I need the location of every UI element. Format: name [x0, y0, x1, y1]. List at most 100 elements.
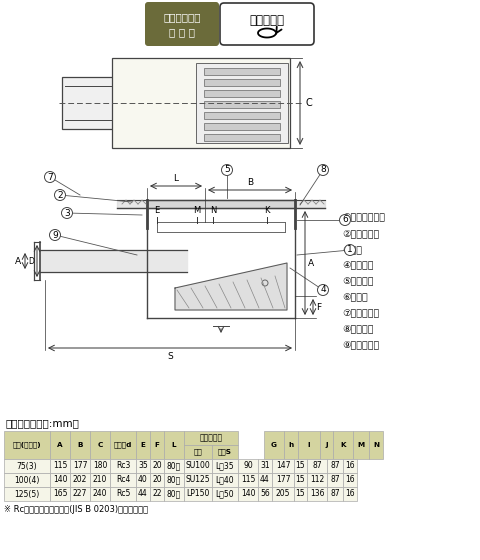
Bar	[70, 459, 90, 473]
Text: 15: 15	[296, 475, 305, 484]
Text: 140: 140	[241, 489, 255, 498]
Bar	[90, 459, 110, 473]
Bar	[238, 473, 258, 487]
Bar	[204, 112, 280, 119]
Text: F: F	[316, 302, 321, 311]
Bar	[4, 487, 50, 501]
Bar	[184, 445, 212, 459]
Text: ねじ径d: ねじ径d	[114, 442, 132, 449]
Text: 100(4): 100(4)	[14, 475, 40, 484]
Text: L: L	[173, 174, 179, 183]
Text: 87: 87	[312, 461, 322, 470]
Text: 3: 3	[64, 208, 70, 217]
Text: 長さS: 長さS	[218, 449, 232, 455]
Bar	[150, 487, 164, 501]
Text: 87: 87	[330, 489, 340, 498]
Bar	[4, 459, 50, 473]
Bar	[204, 101, 280, 108]
Text: 防 水 用: 防 水 用	[169, 27, 195, 37]
Text: 147: 147	[276, 461, 290, 470]
Text: 5: 5	[224, 166, 230, 175]
Text: A: A	[308, 259, 314, 268]
Text: 16: 16	[345, 489, 355, 498]
Text: L: L	[172, 442, 176, 448]
Text: J: J	[325, 442, 328, 448]
Text: 16: 16	[345, 461, 355, 470]
Text: h: h	[288, 442, 294, 448]
Bar	[70, 431, 90, 459]
Text: D: D	[28, 256, 34, 265]
Text: 呼称(インチ): 呼称(インチ)	[12, 442, 41, 449]
Text: 40: 40	[138, 475, 148, 484]
Bar	[258, 487, 272, 501]
Bar	[343, 459, 357, 473]
Text: 規格: 規格	[193, 449, 203, 455]
Bar	[50, 473, 70, 487]
Circle shape	[339, 214, 350, 226]
Text: ⑥ボルト: ⑥ボルト	[342, 293, 368, 302]
Text: ⑤ホルダー: ⑤ホルダー	[342, 278, 373, 287]
Text: 20: 20	[152, 461, 162, 470]
Bar	[238, 487, 258, 501]
Bar	[264, 431, 284, 459]
Bar	[369, 431, 383, 459]
Bar	[307, 459, 327, 473]
Text: 202: 202	[73, 475, 87, 484]
Text: 112: 112	[310, 475, 324, 484]
Bar	[343, 487, 357, 501]
Bar	[272, 473, 294, 487]
Text: 15: 15	[296, 489, 305, 498]
Bar	[204, 90, 280, 97]
Bar	[50, 487, 70, 501]
Bar	[110, 431, 136, 459]
Text: 180: 180	[93, 461, 107, 470]
Text: 165: 165	[53, 489, 67, 498]
Text: K: K	[264, 206, 270, 215]
Text: 9: 9	[52, 231, 58, 240]
Circle shape	[221, 165, 232, 175]
Text: SU100: SU100	[186, 461, 210, 470]
Text: 56: 56	[260, 489, 270, 498]
Text: F: F	[155, 442, 159, 448]
Text: G: G	[271, 442, 277, 448]
Bar	[327, 473, 343, 487]
Bar	[90, 431, 110, 459]
Text: C: C	[305, 98, 312, 108]
Bar	[184, 487, 212, 501]
Bar	[204, 79, 280, 86]
Bar	[294, 473, 307, 487]
Circle shape	[61, 208, 72, 218]
Text: K: K	[340, 442, 346, 448]
Bar	[307, 473, 327, 487]
Bar	[150, 473, 164, 487]
Text: Rc3: Rc3	[116, 461, 130, 470]
Bar	[238, 459, 258, 473]
Circle shape	[49, 230, 60, 240]
Text: 22: 22	[152, 489, 162, 498]
Bar	[164, 487, 184, 501]
Text: LP150: LP150	[186, 489, 210, 498]
Text: L－35: L－35	[216, 461, 234, 470]
Text: N: N	[373, 442, 379, 448]
Circle shape	[45, 171, 56, 183]
FancyBboxPatch shape	[220, 3, 314, 45]
Bar	[50, 431, 70, 459]
Text: N: N	[210, 206, 216, 215]
Bar	[327, 459, 343, 473]
Circle shape	[345, 245, 356, 255]
Text: L－50: L－50	[216, 489, 234, 498]
Text: Rc4: Rc4	[116, 475, 130, 484]
Bar	[307, 487, 327, 501]
Text: 125(5): 125(5)	[14, 489, 40, 498]
Text: ねじ込み式: ねじ込み式	[250, 13, 285, 26]
Bar	[212, 445, 238, 459]
Circle shape	[317, 165, 328, 175]
Text: 1: 1	[347, 245, 353, 254]
Text: 16: 16	[345, 475, 355, 484]
Text: ⑨スペーサー: ⑨スペーサー	[342, 342, 379, 351]
Bar	[4, 473, 50, 487]
Text: 20: 20	[152, 475, 162, 484]
Text: 80～: 80～	[167, 475, 181, 484]
Bar	[204, 123, 280, 130]
Bar	[90, 473, 110, 487]
